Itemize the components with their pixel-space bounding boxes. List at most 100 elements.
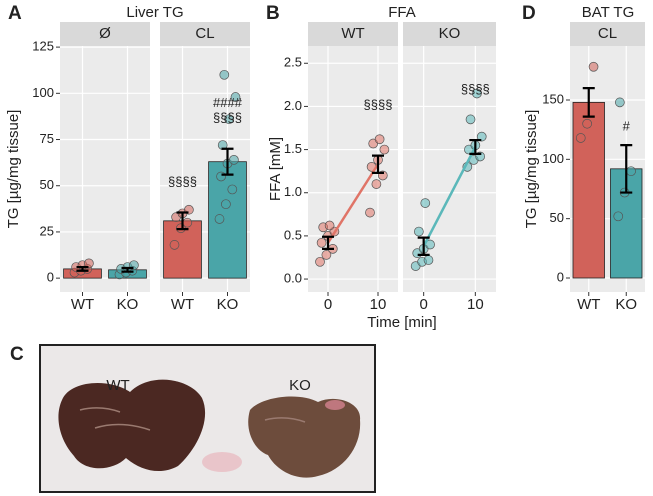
- y-tick-label: 0: [557, 269, 564, 284]
- y-tick-label: 150: [542, 91, 564, 106]
- chart-title: BAT TG: [582, 4, 635, 21]
- error-bar: [417, 236, 430, 256]
- x-tick-label: 10: [370, 296, 387, 313]
- y-tick-label: 50: [550, 210, 564, 225]
- error-bar: [582, 87, 595, 118]
- data-point: [84, 258, 94, 269]
- panel-label: D: [522, 3, 536, 24]
- y-tick-label: 100: [32, 85, 54, 100]
- liver-ko: [248, 396, 361, 478]
- data-point: [613, 211, 624, 222]
- facet-label: Ø: [99, 25, 111, 42]
- error-bar: [620, 143, 633, 194]
- panel-label: C: [10, 344, 24, 365]
- photo-panel: C WT KO: [10, 344, 376, 493]
- data-point: [472, 88, 482, 99]
- x-tick-label: 0: [419, 296, 427, 313]
- data-point: [214, 214, 225, 224]
- data-point: [316, 237, 327, 248]
- data-point: [216, 171, 226, 182]
- facet-label: WT: [341, 25, 364, 42]
- y-tick-label: 125: [32, 39, 54, 54]
- x-tick-label: KO: [615, 296, 637, 313]
- facet-strip: [403, 22, 496, 46]
- data-point: [465, 114, 476, 125]
- annotation: §§§§: [364, 97, 393, 112]
- panel-label: A: [8, 3, 22, 24]
- error-bar: [76, 265, 89, 272]
- data-point: [230, 92, 241, 102]
- facet-label: KO: [439, 25, 461, 42]
- data-point: [182, 217, 193, 228]
- y-tick-label: 25: [40, 223, 54, 238]
- x-tick-label: WT: [171, 296, 194, 313]
- bar: [208, 161, 247, 279]
- data-point: [588, 61, 599, 72]
- panel-label: B: [266, 3, 280, 24]
- y-tick-label: 2.0: [284, 98, 302, 113]
- data-point: [219, 69, 230, 80]
- data-point: [414, 226, 424, 237]
- annotation: §§§§: [168, 174, 197, 189]
- data-point: [420, 198, 431, 208]
- data-point: [365, 207, 375, 218]
- plot-background: [60, 46, 150, 292]
- plot-background: [308, 46, 398, 292]
- y-tick-label: 1.0: [284, 184, 302, 199]
- data-point: [379, 144, 390, 155]
- annotation: §§§§: [461, 82, 490, 97]
- y-tick-label: 1.5: [284, 141, 302, 156]
- data-point: [371, 179, 382, 189]
- y-axis-label: TG [µg/mg tissue]: [5, 110, 22, 229]
- data-point: [575, 133, 586, 143]
- y-tick-label: 0.5: [284, 227, 302, 242]
- error-bar: [469, 138, 482, 155]
- chart-title: FFA: [388, 4, 416, 21]
- chart-title: Liver TG: [126, 4, 183, 21]
- y-tick-label: 100: [542, 151, 564, 166]
- annotation: §§§§: [213, 110, 242, 125]
- line: [326, 163, 380, 244]
- x-tick-label: KO: [117, 296, 139, 313]
- data-point: [224, 114, 234, 125]
- facet-strip: [308, 22, 398, 46]
- photo-caption: WT: [106, 377, 129, 394]
- data-point: [374, 134, 385, 145]
- error-bar: [221, 147, 234, 176]
- line: [422, 146, 477, 247]
- facet-strip: [60, 22, 150, 46]
- facet-strip: [160, 22, 250, 46]
- facet-label: CL: [195, 25, 214, 42]
- annotation: #: [623, 119, 631, 134]
- bar: [572, 101, 605, 279]
- error-bar: [176, 211, 189, 231]
- y-axis-label: FFA [mM]: [267, 137, 284, 201]
- data-point: [227, 184, 238, 195]
- y-axis-label: TG [µg/mg tissue]: [523, 110, 540, 229]
- x-tick-label: 10: [467, 296, 484, 313]
- data-point: [315, 256, 325, 267]
- data-point: [324, 220, 335, 231]
- data-point: [423, 255, 434, 265]
- data-point: [321, 250, 332, 260]
- x-tick-label: KO: [217, 296, 239, 313]
- x-tick-label: WT: [71, 296, 94, 313]
- data-point: [582, 118, 593, 129]
- y-tick-label: 2.5: [284, 55, 302, 70]
- photo-caption: KO: [289, 377, 311, 394]
- y-tick-label: 75: [40, 131, 54, 146]
- data-point: [626, 166, 636, 177]
- stain: [325, 400, 345, 410]
- data-point: [476, 131, 487, 142]
- facet-strip: [570, 22, 645, 46]
- x-tick-label: 0: [324, 296, 332, 313]
- error-bar: [121, 266, 134, 273]
- x-axis-label: Time [min]: [367, 314, 436, 331]
- error-bar: [372, 154, 384, 174]
- y-tick-label: 0.0: [284, 270, 302, 285]
- stain: [202, 452, 242, 472]
- data-point: [221, 199, 231, 210]
- error-bar: [322, 235, 334, 250]
